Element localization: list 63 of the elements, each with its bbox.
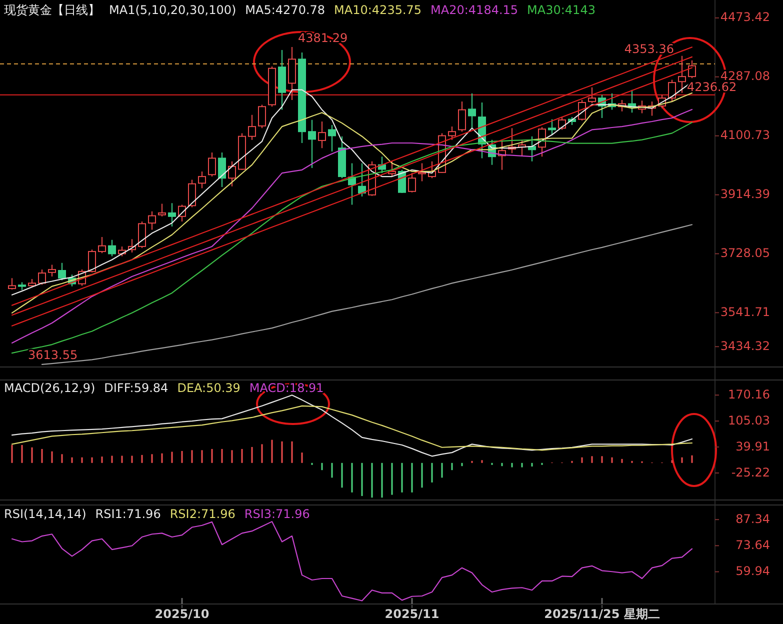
annotation: RSI1:71.96 <box>95 507 161 521</box>
text: MA5:4270.78 <box>245 3 326 17</box>
annotation: MA1(5,10,20,30,100) <box>109 3 236 17</box>
candlestick <box>668 79 676 102</box>
chart-title: 现货黄金【日线】 <box>4 3 100 17</box>
annotation: RSI2:71.96 <box>170 507 236 521</box>
candlestick <box>108 239 116 257</box>
y-tick-label: 73.64 <box>736 538 770 552</box>
y-tick-label: 39.91 <box>736 439 770 454</box>
y-tick-label: 4473.42 <box>720 10 770 24</box>
y-tick-label: 87.34 <box>736 512 770 526</box>
y-tick-label: 105.03 <box>728 413 770 428</box>
candlestick <box>208 152 216 178</box>
candlestick <box>148 210 156 230</box>
annotation: 3613.55 <box>28 348 78 362</box>
candlestick <box>458 101 466 132</box>
candlestick <box>448 126 456 140</box>
text: MA10:4235.75 <box>334 3 422 17</box>
line-series <box>11 394 693 457</box>
candlestick <box>38 269 46 286</box>
y-tick-label: 3434.32 <box>720 338 770 353</box>
candlestick <box>98 236 106 254</box>
y-tick-label: 3914.39 <box>720 187 770 202</box>
y-tick-label: -25.22 <box>731 465 770 480</box>
text: DEA:50.39 <box>177 381 240 395</box>
candlestick <box>158 203 166 217</box>
x-tick-label: 2025/11/25 星期二 <box>544 607 660 621</box>
annotation: MACD(26,12,9) <box>4 381 96 395</box>
candlestick <box>188 179 196 208</box>
x-tick-label: 2025/11 <box>384 607 440 621</box>
candlestick <box>678 55 686 94</box>
candlestick <box>218 152 226 188</box>
y-tick-label: 4100.73 <box>720 128 770 142</box>
candlestick <box>468 92 476 129</box>
text: MA20:4184.15 <box>430 3 518 17</box>
line-series <box>11 405 693 451</box>
y-tick-label: 170.16 <box>728 387 770 402</box>
candlestick <box>88 249 96 273</box>
annotation: RSI(14,14,14) <box>4 507 86 521</box>
candlestick <box>318 120 326 149</box>
candlestick <box>588 86 596 104</box>
text: MA30:4143 <box>527 3 596 17</box>
candlestick <box>228 160 236 187</box>
y-tick-label: 3728.05 <box>720 246 770 260</box>
y-tick-label: 59.94 <box>736 564 770 578</box>
candlestick <box>58 262 66 281</box>
annotation: RSI3:71.96 <box>244 507 310 521</box>
candlestick <box>328 124 336 152</box>
candlestick <box>258 104 266 129</box>
candlestick <box>48 264 56 278</box>
candlestick <box>8 278 16 290</box>
candlestick <box>138 220 146 249</box>
candlestick <box>248 114 256 140</box>
line-series <box>11 521 693 602</box>
x-tick-label: 2025/10 <box>154 607 210 621</box>
candlestick <box>168 202 176 228</box>
y-tick-label: 3541.71 <box>720 304 770 319</box>
candlestick <box>198 170 206 189</box>
candlestick <box>408 172 416 193</box>
candlestick <box>308 119 316 168</box>
candlestick <box>548 118 556 136</box>
candlestick <box>688 60 696 79</box>
text: DIFF:59.84 <box>104 381 168 395</box>
